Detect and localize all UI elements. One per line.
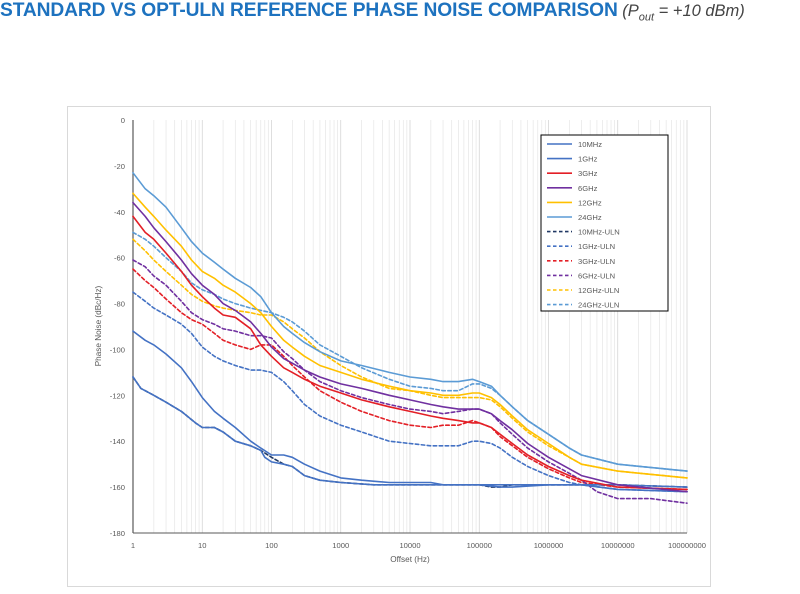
series-line-12ghz-uln xyxy=(132,238,688,479)
series-line-1ghz xyxy=(132,330,688,493)
y-tick-label: -60 xyxy=(114,254,125,263)
legend-label: 12GHz-ULN xyxy=(578,286,619,295)
y-tick-label: 0 xyxy=(121,116,125,125)
legend-label: 3GHz xyxy=(578,169,598,178)
series-line-3ghz-uln xyxy=(132,268,688,491)
series-line-6ghz xyxy=(132,201,688,493)
x-tick-label: 1000000 xyxy=(534,541,564,550)
title-condition: (Pout = +10 dBm) xyxy=(622,2,745,24)
series-line-3ghz xyxy=(132,215,688,491)
series-line-12ghz xyxy=(132,192,688,479)
y-tick-label: -80 xyxy=(114,300,125,309)
x-tick-label: 1000 xyxy=(332,541,349,550)
x-tick-label: 1 xyxy=(131,541,135,550)
legend-label: 1GHz xyxy=(578,155,598,164)
legend-label: 3GHz-ULN xyxy=(578,257,615,266)
legend-label: 10MHz-ULN xyxy=(578,228,620,237)
y-tick-label: -120 xyxy=(110,391,125,400)
y-tick-label: -100 xyxy=(110,345,125,354)
legend-label: 12GHz xyxy=(578,198,602,207)
axes xyxy=(132,120,687,534)
x-axis-label: Offset (Hz) xyxy=(390,555,430,564)
series-line-1ghz-uln xyxy=(132,291,688,493)
legend-label: 10MHz xyxy=(578,140,602,149)
x-tick-label: 100 xyxy=(265,541,278,550)
tick-labels: 0 -20 -40 -60 -80 -100 -120 -140 -160 -180 1 10 100 1… xyxy=(110,116,706,550)
legend-label: 6GHz xyxy=(578,184,598,193)
y-axis-label: Phase Noise (dBc/Hz) xyxy=(94,285,103,366)
y-tick-label: -20 xyxy=(114,162,125,171)
x-tick-label: 10000000 xyxy=(601,541,635,550)
series-lines xyxy=(132,172,688,505)
title-cond-prefix: (P xyxy=(622,2,639,20)
series-line-24ghz xyxy=(132,172,688,472)
x-tick-label: 100000 xyxy=(467,541,492,550)
title-main: STANDARD VS OPT-ULN REFERENCE PHASE NOIS… xyxy=(0,0,618,21)
series-line-6ghz-uln xyxy=(132,259,688,505)
y-tick-label: -180 xyxy=(110,529,125,538)
x-tick-label: 10000 xyxy=(399,541,420,550)
y-tick-label: -40 xyxy=(114,208,125,217)
series-line-10mhz xyxy=(132,376,688,488)
y-tick-label: -160 xyxy=(110,483,125,492)
legend-label: 24GHz-ULN xyxy=(578,301,619,310)
title-cond-subscript: out xyxy=(638,11,654,24)
legend-label: 24GHz xyxy=(578,213,602,222)
legend-label: 1GHz-ULN xyxy=(578,242,615,251)
x-tick-label: 10 xyxy=(198,541,206,550)
title-cond-suffix: = +10 dBm) xyxy=(654,2,745,20)
x-tick-label: 100000000 xyxy=(668,541,706,550)
page-title: STANDARD VS OPT-ULN REFERENCE PHASE NOIS… xyxy=(0,0,800,30)
legend-label: 6GHz-ULN xyxy=(578,271,615,280)
legend-box xyxy=(540,134,669,312)
y-tick-label: -140 xyxy=(110,437,125,446)
legend: 10MHz 1GHz 3GHz 6GHz 12GHz 24GHz 10MHz-ULN 1GHz… xyxy=(540,134,669,312)
